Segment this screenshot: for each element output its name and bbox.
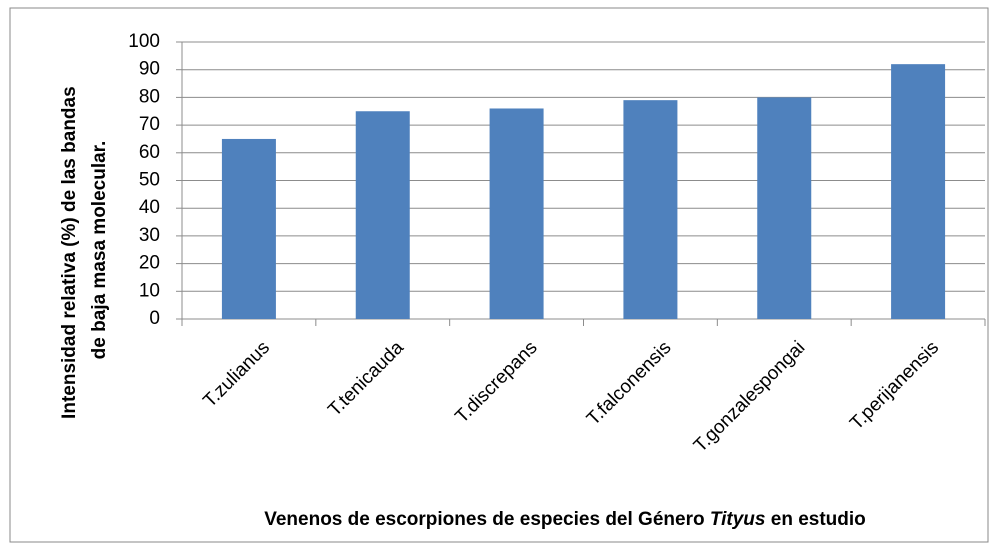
y-axis-label-line: de baja masa molecular. (89, 141, 110, 360)
bar (891, 64, 946, 319)
bar (757, 97, 812, 320)
y-axis-label-line: Intensidad relativa (%) de las bandas (59, 86, 80, 419)
y-tick-label: 40 (139, 197, 160, 218)
bar (221, 138, 276, 319)
y-tick-label: 100 (128, 31, 160, 52)
x-axis-label-part: en estudio (765, 509, 865, 530)
y-tick-label: 0 (149, 308, 160, 329)
y-tick-label: 60 (139, 142, 160, 163)
y-tick-label: 10 (139, 280, 160, 301)
y-tick-label: 50 (139, 170, 160, 191)
y-tick-label: 90 (139, 59, 160, 80)
y-tick-label: 30 (139, 225, 160, 246)
x-axis-label: Venenos de escorpiones de especies del G… (264, 509, 866, 530)
bar (623, 100, 678, 319)
y-tick-label: 20 (139, 253, 160, 274)
bar (355, 111, 410, 319)
x-axis-label-part: Tityus (710, 509, 766, 530)
y-axis-label: Intensidad relativa (%) de las bandas de… (59, 81, 110, 419)
x-axis-label-part: Venenos de escorpiones de especies del G… (264, 509, 710, 530)
y-tick-label: 70 (139, 114, 160, 135)
bar (489, 108, 544, 319)
y-tick-label: 80 (139, 86, 160, 107)
